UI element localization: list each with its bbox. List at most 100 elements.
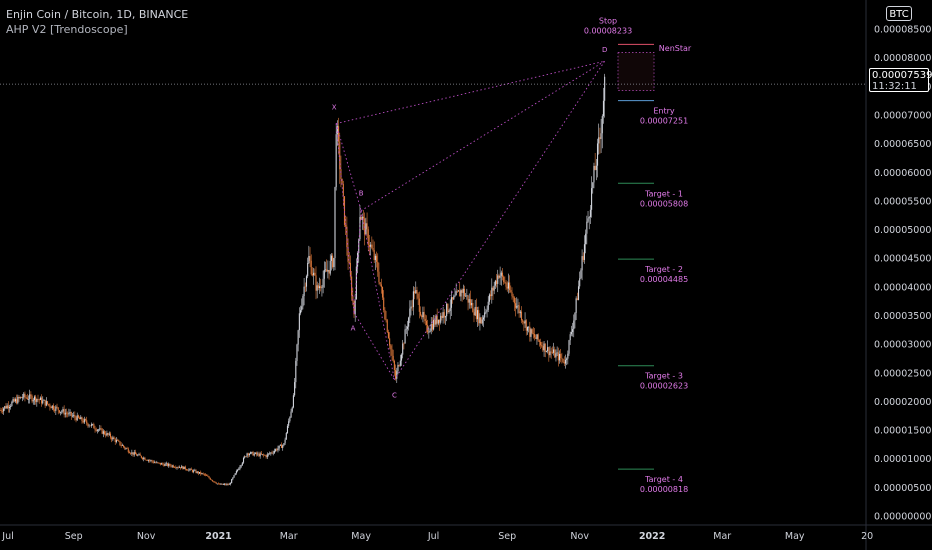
candle-body [178,467,180,468]
candle-body [50,406,52,409]
candle-body [226,484,228,485]
candle-body [390,345,392,350]
candle-body [125,448,127,449]
candle-body [188,469,190,471]
candle-body [20,397,22,398]
x-tick-label: Mar [280,531,298,542]
candle-body [285,432,287,440]
candle-body [92,424,94,425]
candle-body [76,415,78,421]
candle-body [237,469,239,471]
candle-body [419,311,422,316]
candle-body [373,250,375,261]
x-tick-label: May [785,531,805,542]
candle-body [156,462,158,464]
candle-body [322,278,324,288]
symbol-title[interactable]: Enjin Coin / Bitcoin, 1D, BINANCE [6,8,189,21]
candle-body [437,319,439,324]
candle-body [555,353,557,358]
candle-body [441,315,443,318]
candle-body [541,345,543,347]
candle-body [591,188,593,210]
candle-body [498,275,500,278]
candle-body [572,329,574,333]
candle-body [77,415,79,418]
candle-body [23,393,25,398]
candle-body [327,270,329,272]
candle-body [309,255,311,261]
candle-body [283,443,285,446]
candle-body [549,351,551,356]
candle-body [496,280,498,284]
candle-body [177,467,179,468]
candle-body [370,244,372,247]
candle-body [220,483,222,485]
candle-body [459,290,461,297]
candle-body [269,453,271,455]
candle-body [176,467,178,468]
y-tick-label: 0.00006000 [874,168,931,179]
candle-body [600,133,602,139]
candle-body [264,455,266,456]
candle-body [424,318,426,321]
x-tick-label: Sep [498,531,516,542]
candle-body [534,334,536,338]
candle-body [70,411,72,416]
candle-body [88,425,90,427]
candle-body [61,411,63,413]
candle-body [416,290,418,294]
pattern-line-bd [360,60,605,212]
candle-body [275,449,277,451]
candle-body [454,295,456,297]
level-value: 0.00002623 [640,382,688,391]
candle-body [37,398,39,400]
candle-body [455,291,457,296]
level-name: Stop [599,16,617,25]
candle-body [142,457,144,459]
candle-body [461,290,463,293]
candle-body [431,323,433,330]
candle-body [25,397,27,398]
candle-body [575,298,577,313]
indicator-label[interactable]: AHP V2 [Trendoscope] [6,23,128,36]
candle-body [346,226,348,248]
candle-body [150,460,152,461]
candle-body [329,260,331,274]
level-name: Target - 1 [644,189,683,198]
candle-body [86,420,88,424]
candle-body [457,290,460,292]
candle-body [586,221,588,234]
candle-body [453,296,455,300]
candle-body [277,448,279,451]
candle-body [580,270,582,279]
candle-body [233,475,235,478]
candle-body [438,319,441,323]
candle-body [367,229,369,246]
candle-body [579,278,581,287]
candle-body [60,411,62,413]
currency-badge[interactable]: BTC [886,6,912,21]
candle-body [547,347,549,352]
candle-body [598,137,600,144]
candle-body [494,280,496,286]
candle-body [377,261,379,272]
candle-body [391,349,393,356]
candle-body [345,224,347,227]
candle-body [296,344,298,361]
candle-body [563,361,565,364]
candle-body [519,311,521,314]
y-tick-label: 0.00008000 [874,53,931,64]
pattern-point-b: B [359,190,364,198]
candle-body [352,295,354,302]
candle-body [383,297,385,310]
candle-body [153,462,155,464]
candle-body [272,452,274,454]
candle-body [290,411,292,418]
candle-body [56,406,58,408]
level-value: 0.00007251 [640,117,688,126]
candle-body [386,320,388,333]
candle-body [326,269,328,272]
candle-body [450,297,452,308]
candle-body [403,343,405,345]
